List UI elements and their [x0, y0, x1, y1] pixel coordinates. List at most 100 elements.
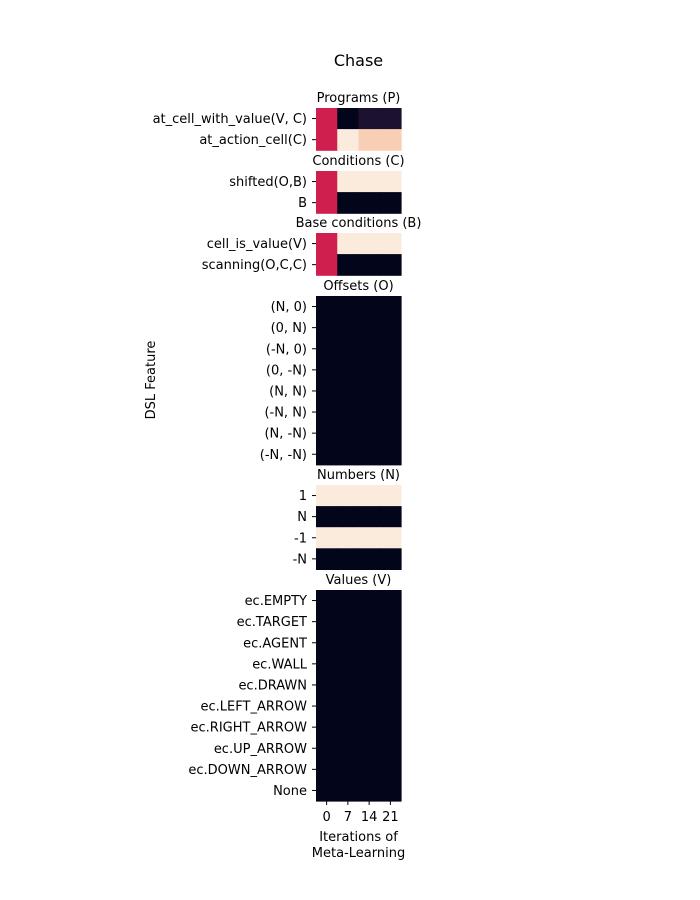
heatmap-cell — [337, 359, 360, 381]
heatmap-cell — [358, 317, 381, 339]
panel-title: Conditions (C) — [312, 154, 404, 169]
heatmap-cell — [379, 422, 402, 445]
panel-title: Programs (P) — [317, 91, 401, 106]
heatmap-cell — [379, 254, 402, 276]
heatmap-cell — [337, 296, 360, 318]
heatmap-cell — [316, 632, 338, 654]
heatmap-cell — [316, 737, 338, 760]
heatmap-cell — [337, 380, 360, 403]
heatmap-cell — [358, 338, 381, 360]
panel-title: Numbers (N) — [317, 468, 400, 483]
heatmap-cell — [358, 422, 381, 445]
y-tick-label: (0, N) — [271, 321, 307, 336]
heatmap-cell — [316, 695, 338, 718]
heatmap-cell — [337, 108, 360, 130]
heatmap-cell — [337, 611, 360, 633]
heatmap-cell — [337, 506, 360, 528]
heatmap-cell — [379, 674, 402, 697]
y-tick-label: (-N, 0) — [266, 342, 307, 357]
panel-5: Values (V) ec.EMPTY ec.TARGET ec.AGENT ec.WA… — [188, 573, 402, 802]
heatmap-cell — [316, 716, 338, 739]
panel-1: Conditions (C) shifted(O,B) B — [229, 154, 405, 214]
heatmap-cell — [316, 485, 338, 507]
y-tick-label: ec.EMPTY — [245, 594, 307, 609]
x-axis-label-line-2: Meta-Learning — [312, 846, 405, 861]
y-tick-label: at_cell_with_value(V, C) — [153, 112, 307, 127]
y-tick-label: ec.RIGHT_ARROW — [191, 721, 308, 736]
heatmap-cell — [316, 548, 338, 570]
y-tick-label: -N — [293, 552, 307, 567]
heatmap-cell — [316, 296, 338, 318]
heatmap-cell — [379, 401, 402, 424]
y-tick-label: -1 — [294, 531, 307, 546]
heatmap-cell — [316, 611, 338, 633]
heatmap-cell — [316, 590, 338, 612]
heatmap-cell — [379, 338, 402, 360]
heatmap-cell — [337, 129, 360, 151]
heatmap-cell — [358, 254, 381, 276]
heatmap-cell — [337, 422, 360, 445]
y-axis-label: DSL Feature — [144, 341, 159, 420]
heatmap-cell — [358, 296, 381, 318]
y-tick-label: (-N, N) — [264, 406, 307, 421]
heatmap-cell — [358, 380, 381, 403]
heatmap-cell — [337, 254, 360, 276]
heatmap-cell — [337, 485, 360, 507]
heatmap-cell — [358, 737, 381, 760]
panel-title: Base conditions (B) — [296, 216, 422, 231]
heatmap-cell — [316, 422, 338, 445]
panel-title: Values (V) — [326, 573, 392, 588]
heatmap-cell — [337, 317, 360, 339]
heatmap-cell — [316, 108, 338, 130]
y-tick-label: (N, 0) — [271, 300, 307, 315]
heatmap-cell — [358, 653, 381, 675]
x-tick-label: 21 — [382, 810, 399, 825]
heatmap-cell — [316, 443, 338, 466]
y-tick-label: ec.AGENT — [243, 636, 307, 651]
heatmap-cell — [379, 485, 402, 507]
heatmap-cell — [337, 674, 360, 697]
panel-4: Numbers (N) 1 N -1 -N — [293, 468, 402, 570]
chart-title: Chase — [334, 51, 383, 70]
heatmap-cell — [316, 254, 338, 276]
heatmap-cell — [337, 737, 360, 760]
heatmap-cell — [316, 401, 338, 424]
y-tick-label: shifted(O,B) — [229, 175, 307, 190]
heatmap-cell — [337, 233, 360, 255]
y-tick-label: B — [298, 196, 307, 211]
heatmap-cell — [358, 590, 381, 612]
heatmap-cell — [379, 548, 402, 570]
heatmap-cell — [379, 506, 402, 528]
y-tick-label: (0, -N) — [266, 363, 307, 378]
y-tick-label: ec.DRAWN — [238, 678, 307, 693]
heatmap-cell — [379, 443, 402, 466]
heatmap-cell — [337, 632, 360, 654]
heatmap-cell — [337, 779, 360, 802]
heatmap-cell — [337, 527, 360, 549]
heatmap-cell — [379, 108, 402, 130]
heatmap-cell — [316, 129, 338, 151]
heatmap-cell — [358, 548, 381, 570]
heatmap-cell — [316, 171, 338, 193]
heatmap-cell — [379, 171, 402, 193]
heatmap-cell — [316, 359, 338, 381]
heatmap-cell — [358, 359, 381, 381]
heatmap-cell — [316, 338, 338, 360]
heatmap-cell — [316, 779, 338, 802]
heatmap-cell — [358, 485, 381, 507]
heatmap-cell — [358, 233, 381, 255]
heatmap-cell — [379, 527, 402, 549]
y-tick-label: ec.TARGET — [237, 615, 307, 630]
heatmap-cell — [316, 506, 338, 528]
y-tick-label: (N, N) — [269, 384, 307, 399]
heatmap-cell — [379, 129, 402, 151]
heatmap-cell — [337, 401, 360, 424]
y-tick-label: at_action_cell(C) — [199, 133, 307, 148]
heatmap-cell — [316, 758, 338, 781]
heatmap-cell — [358, 716, 381, 739]
heatmap-cell — [358, 443, 381, 466]
heatmap-cell — [358, 108, 381, 130]
heatmap-cell — [337, 171, 360, 193]
heatmap-cell — [358, 192, 381, 214]
